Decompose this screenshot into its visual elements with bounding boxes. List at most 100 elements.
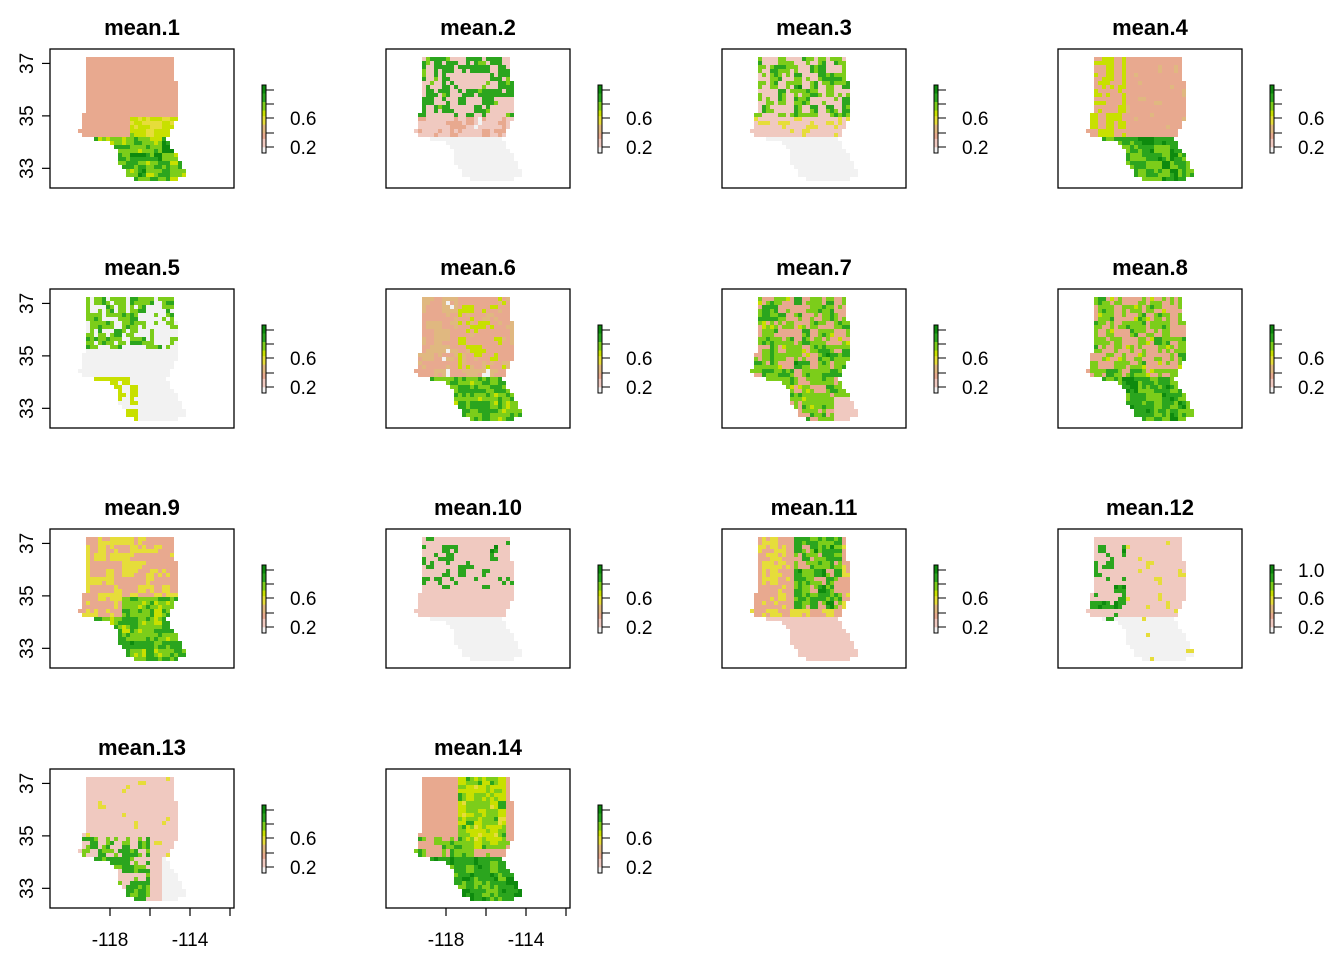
raster-cell	[438, 93, 442, 97]
raster-cell	[770, 117, 774, 121]
raster-cell	[142, 165, 146, 169]
raster-cell	[122, 157, 126, 161]
raster-cell	[1174, 145, 1178, 149]
raster-cell	[138, 101, 142, 105]
raster-cell	[142, 321, 146, 325]
raster-cell	[94, 77, 98, 81]
raster-cell	[810, 377, 814, 381]
raster-cell	[466, 57, 470, 61]
raster-cell	[118, 149, 122, 153]
raster-cell	[1146, 301, 1150, 305]
raster-cell	[1122, 57, 1126, 61]
raster-cell	[506, 401, 510, 405]
raster-cell	[854, 413, 858, 417]
raster-cell	[474, 413, 478, 417]
raster-cell	[98, 77, 102, 81]
raster-cell	[814, 73, 818, 77]
raster-cell	[1146, 309, 1150, 313]
raster-cell	[470, 325, 474, 329]
raster-cell	[98, 129, 102, 133]
raster-cell	[818, 349, 822, 353]
legend-swatch	[262, 339, 266, 343]
raster-cell	[114, 329, 118, 333]
raster-cell	[138, 385, 142, 389]
raster-cell	[782, 345, 786, 349]
raster-cell	[794, 65, 798, 69]
raster-cell	[114, 357, 118, 361]
raster-cell	[426, 309, 430, 313]
raster-cell	[98, 97, 102, 101]
legend-swatch	[262, 342, 266, 346]
raster-cell	[818, 413, 822, 417]
raster-cell	[134, 93, 138, 97]
raster-cell	[1162, 177, 1166, 181]
raster-cell	[794, 301, 798, 305]
raster-cell	[1130, 353, 1134, 357]
raster-cell	[1126, 317, 1130, 321]
raster-cell	[782, 101, 786, 105]
raster-cell	[758, 109, 762, 113]
raster-cell	[842, 73, 846, 77]
raster-cell	[810, 61, 814, 65]
raster-cell	[838, 357, 842, 361]
raster-cell	[798, 409, 802, 413]
raster-cell	[490, 113, 494, 117]
raster-cell	[1182, 81, 1186, 85]
raster-cell	[1102, 365, 1106, 369]
raster-cell	[830, 97, 834, 101]
raster-cell	[1138, 149, 1142, 153]
raster-cell	[438, 321, 442, 325]
raster-cell	[458, 313, 462, 317]
raster-cell	[118, 113, 122, 117]
raster-cell	[810, 177, 814, 181]
legend-swatch	[1270, 116, 1274, 120]
raster-cell	[798, 397, 802, 401]
raster-cell	[506, 113, 510, 117]
raster-cell	[162, 165, 166, 169]
raster-cell	[478, 117, 482, 121]
raster-cell	[1102, 369, 1106, 373]
raster-cell	[150, 57, 154, 61]
raster-cell	[422, 77, 426, 81]
raster-cell	[1130, 369, 1134, 373]
raster-cell	[106, 321, 110, 325]
raster-cell	[814, 401, 818, 405]
legend: 0.60.2	[261, 324, 316, 399]
raster-cell	[778, 97, 782, 101]
raster-cell	[786, 69, 790, 73]
raster-cell	[102, 329, 106, 333]
raster-cell	[1174, 149, 1178, 153]
raster-cell	[498, 353, 502, 357]
raster-cell	[826, 337, 830, 341]
raster-cell	[118, 81, 122, 85]
raster-cell	[786, 337, 790, 341]
raster-cell	[770, 133, 774, 137]
raster-cell	[438, 369, 442, 373]
raster-cell	[110, 97, 114, 101]
raster-cell	[782, 129, 786, 133]
raster-cell	[810, 173, 814, 177]
raster-cell	[94, 69, 98, 73]
raster-cell	[142, 133, 146, 137]
raster-cell	[786, 57, 790, 61]
raster-cell	[478, 113, 482, 117]
raster-cell	[1170, 149, 1174, 153]
raster-cell	[490, 161, 494, 165]
raster-cell	[134, 65, 138, 69]
raster-cell	[490, 317, 494, 321]
legend-swatch	[934, 347, 938, 351]
raster-cell	[170, 113, 174, 117]
raster-cell	[146, 389, 150, 393]
raster-cell	[766, 317, 770, 321]
legend-swatch	[262, 136, 266, 140]
raster-cell	[1134, 173, 1138, 177]
raster-cell	[490, 369, 494, 373]
raster-cell	[90, 89, 94, 93]
raster-cell	[1166, 173, 1170, 177]
raster-cell	[498, 329, 502, 333]
raster-cell	[766, 361, 770, 365]
raster-cell	[1166, 101, 1170, 105]
raster-cell	[1118, 345, 1122, 349]
raster-cell	[478, 169, 482, 173]
raster-cell	[834, 77, 838, 81]
